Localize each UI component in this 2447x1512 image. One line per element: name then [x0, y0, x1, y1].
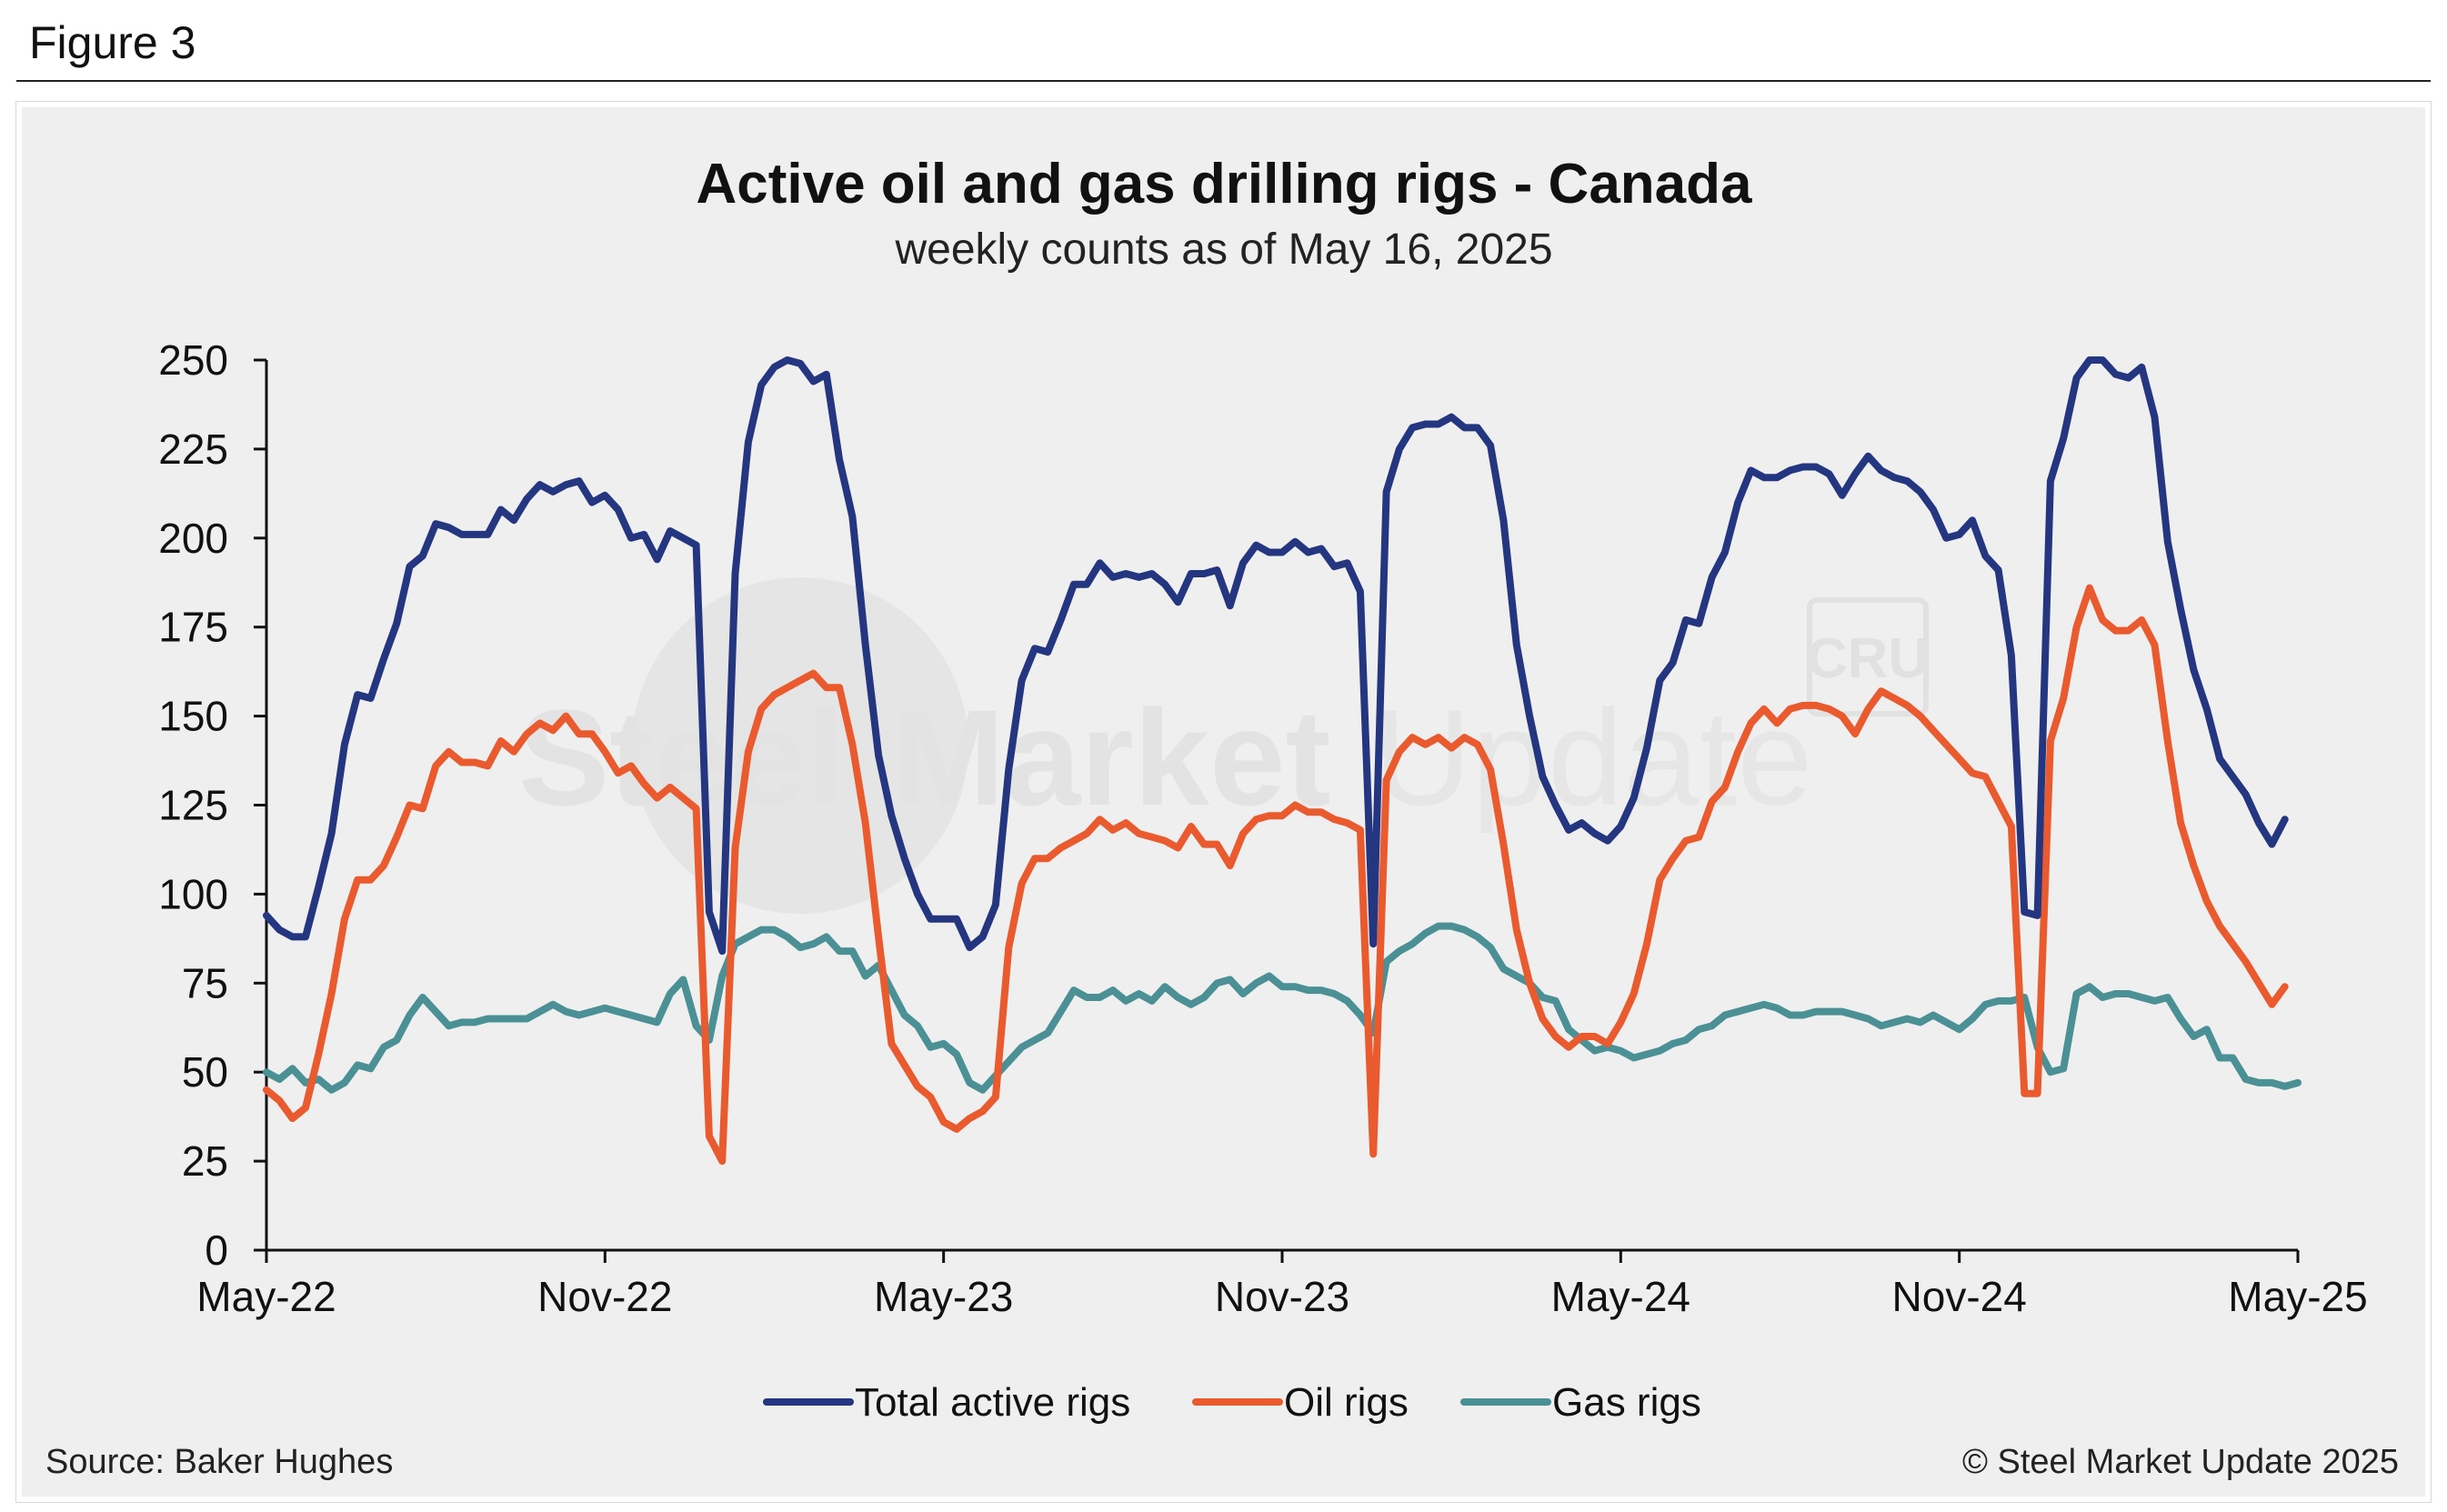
y-tick-label: 225 [158, 426, 228, 473]
chart-subtitle: weekly counts as of May 16, 2025 [894, 225, 1552, 274]
x-tick-label: May-24 [1551, 1273, 1690, 1320]
source-note: Source: Baker Hughes [45, 1443, 393, 1481]
watermark-update: Update [1373, 681, 1813, 834]
series-oil-rigs [263, 584, 2289, 1166]
watermark-market: Market [891, 681, 1331, 834]
x-tick-label: Nov-22 [537, 1273, 672, 1320]
figure-label: Figure 3 [29, 17, 196, 68]
x-tick-label: Nov-24 [1892, 1273, 2027, 1320]
y-tick-label: 0 [205, 1227, 228, 1274]
axes: 0 25 50 75 100 125 150 175 200 225 250 May-22 Nov-22… [158, 336, 2367, 1320]
chart-panel [15, 101, 2432, 1503]
y-tick-label: 75 [182, 959, 228, 1006]
series-gas-rigs [263, 922, 2302, 1094]
x-tick-label: May-25 [2228, 1273, 2367, 1320]
y-tick-label: 250 [158, 336, 228, 384]
y-tick-label: 50 [182, 1048, 228, 1096]
x-tick-label: Nov-23 [1215, 1273, 1349, 1320]
watermark: Steel Market Update CRU [518, 577, 1929, 914]
y-tick-label: 175 [158, 604, 228, 651]
copyright-note: © Steel Market Update 2025 [1962, 1443, 2399, 1481]
legend-label-total: Total active rigs [855, 1380, 1130, 1425]
series-layer [263, 356, 2302, 1166]
series-total-active-rigs [263, 356, 2289, 956]
watermark-cru: CRU [1807, 627, 1929, 690]
y-tick-label: 125 [158, 782, 228, 829]
y-tick-label: 100 [158, 870, 228, 917]
x-tick-label: May-23 [874, 1273, 1013, 1320]
legend: Total active rigs Oil rigs Gas rigs [763, 1380, 1701, 1425]
chart-title: Active oil and gas drilling rigs - Canad… [696, 153, 1752, 215]
legend-label-oil: Oil rigs [1284, 1380, 1409, 1425]
x-tick-label: May-22 [196, 1273, 336, 1320]
watermark-circle-icon [632, 577, 968, 914]
y-tick-label: 200 [158, 515, 228, 562]
figure-divider [16, 80, 2431, 82]
watermark-steel: Steel [518, 681, 845, 834]
legend-label-gas: Gas rigs [1552, 1380, 1701, 1425]
y-tick-label: 150 [158, 693, 228, 740]
y-tick-label: 25 [182, 1137, 228, 1185]
